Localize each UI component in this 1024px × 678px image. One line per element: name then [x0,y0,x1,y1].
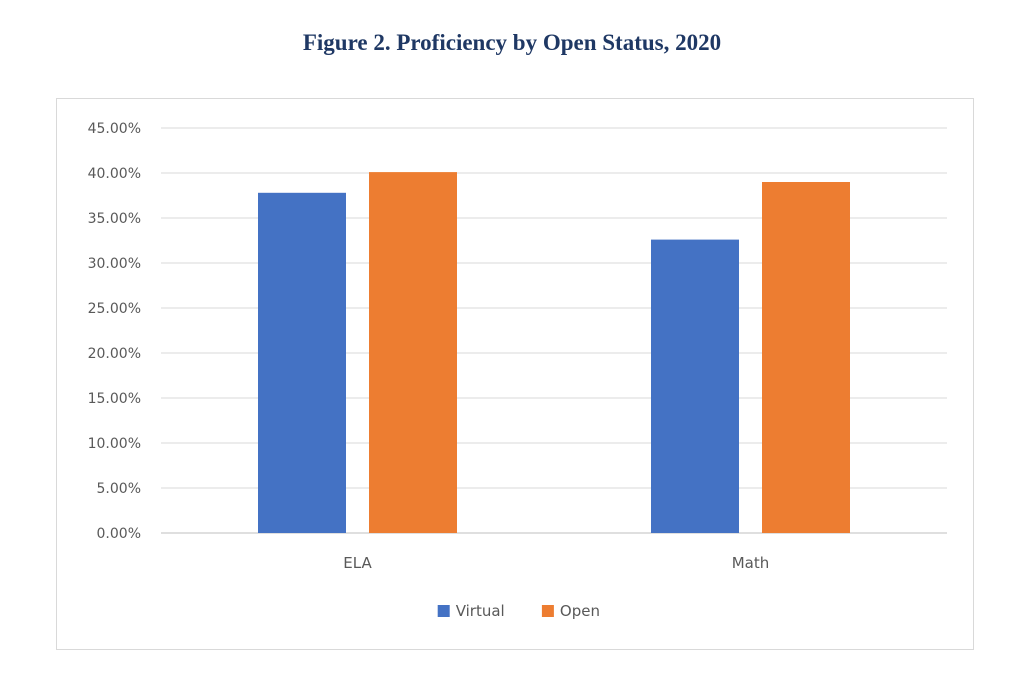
legend-label-open: Open [560,602,600,620]
y-tick-label: 35.00% [88,211,141,227]
y-tick-label: 25.00% [88,301,141,317]
legend-swatch-virtual [437,605,450,617]
y-tick-label: 30.00% [88,256,141,272]
y-tick-label: 40.00% [88,166,141,182]
x-tick-label: Math [732,554,770,572]
figure-title: Figure 2. Proficiency by Open Status, 20… [302,30,722,55]
y-tick-label: 5.00% [97,481,141,497]
bar-chart: 0.00% 5.00% 10.00% 15.00% 20.00% 25.00% 30.00%… [88,121,947,620]
y-tick-label: 15.00% [88,391,141,407]
bar-open-ela [369,172,457,533]
bar-virtual-ela [258,192,346,534]
x-tick-label: ELA [343,554,372,572]
legend-label-virtual: Virtual [456,602,505,620]
y-tick-label: 0.00% [97,526,141,542]
bar-virtual-math [651,239,739,533]
legend-swatch-open [541,605,554,617]
bar-open-math [762,182,850,533]
chart-area: 0.00% 5.00% 10.00% 15.00% 20.00% 25.00% 30.00%… [56,98,974,650]
y-tick-label: 10.00% [88,436,141,452]
y-tick-label: 20.00% [88,346,141,362]
y-tick-label: 45.00% [88,121,141,137]
